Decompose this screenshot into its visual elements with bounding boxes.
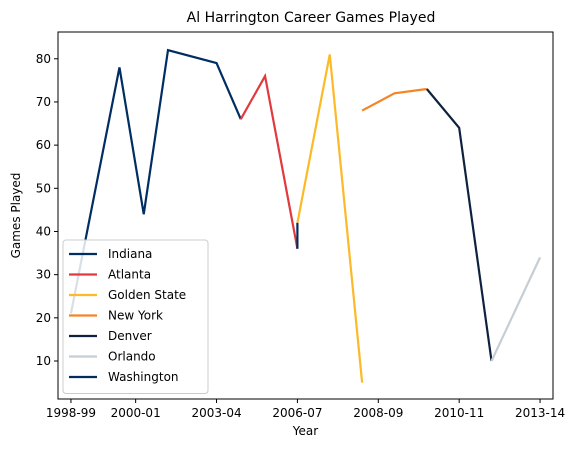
series-line-golden-state (296, 54, 364, 383)
y-tick-label: 60 (36, 138, 51, 152)
legend-label-atlanta: Atlanta (108, 268, 151, 282)
x-tick-label: 2010-11 (434, 406, 484, 420)
y-tick-label: 40 (36, 224, 51, 238)
legend-label-new-york: New York (108, 309, 163, 323)
x-tick-label: 2008-09 (353, 406, 403, 420)
legend-label-washington: Washington (108, 370, 179, 384)
x-tick-label: 2013-14 (515, 406, 565, 420)
y-tick-label: 10 (36, 354, 51, 368)
y-tick-label: 80 (36, 52, 51, 66)
y-axis: 10 20 30 40 50 60 70 80 (36, 52, 58, 368)
plot-area (57, 31, 554, 400)
series-line-denver (425, 88, 493, 362)
legend: Indiana Atlanta Golden State New York Denver… (62, 239, 209, 394)
x-tick-label: 2000-01 (111, 406, 161, 420)
chart-title: Al Harrington Career Games Played (187, 10, 436, 26)
x-axis: 1998-99 2000-01 2003-04 2006-07 2008-09 2010-… (46, 399, 565, 420)
x-axis-title: Year (292, 424, 318, 438)
legend-label-orlando: Orlando (108, 350, 156, 364)
y-tick-label: 50 (36, 181, 51, 195)
y-tick-label: 70 (36, 95, 51, 109)
x-tick-label: 2006-07 (272, 406, 322, 420)
legend-label-denver: Denver (108, 329, 152, 343)
y-axis-title: Games Played (9, 173, 23, 259)
series-line-atlanta (239, 72, 299, 249)
series-line-orlando (490, 256, 542, 362)
legend-label-golden-state: Golden State (108, 288, 186, 302)
x-tick-label: 2003-04 (191, 406, 241, 420)
plot-frame (57, 31, 554, 400)
x-tick-label: 1998-99 (46, 406, 96, 420)
y-tick-label: 20 (36, 311, 51, 325)
legend-label-indiana: Indiana (108, 247, 152, 261)
series-layer (69, 48, 542, 383)
series-line-indiana (69, 48, 242, 314)
y-tick-label: 30 (36, 268, 51, 282)
series-line-new-york (361, 87, 427, 112)
legend-box (62, 239, 209, 394)
